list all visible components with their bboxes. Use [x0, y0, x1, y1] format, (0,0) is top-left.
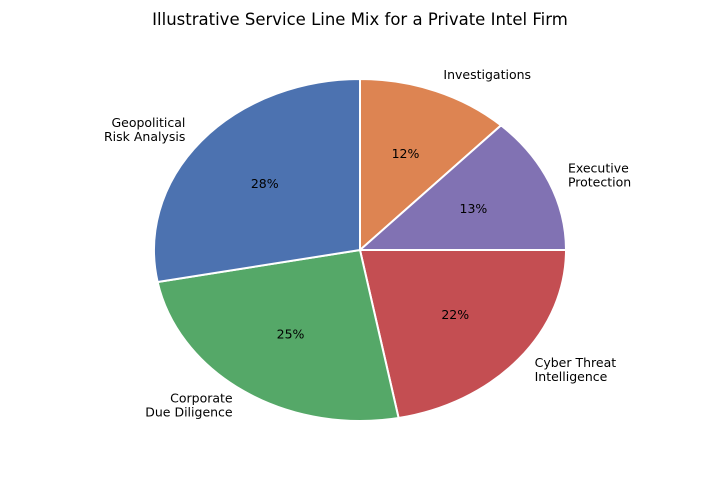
chart-title: Illustrative Service Line Mix for a Priv…	[152, 10, 568, 29]
pct-label-investigations: 12%	[392, 146, 420, 161]
slice-label-executive-protection: Executive Protection	[568, 160, 631, 189]
pie-slice-geopolitical-risk-analysis	[153, 78, 361, 284]
pie-slice-investigations	[359, 78, 503, 251]
pct-label-geopolitical-risk-analysis: 28%	[251, 176, 279, 191]
pie-slice-cyber-threat-intelligence	[359, 249, 567, 419]
slice-label-investigations: Investigations	[443, 67, 531, 82]
pct-label-executive-protection: 13%	[460, 201, 488, 216]
slice-label-geopolitical-risk-analysis: Geopolitical Risk Analysis	[104, 115, 185, 144]
pct-label-cyber-threat-intelligence: 22%	[441, 307, 469, 322]
slice-label-corporate-due-diligence: Corporate Due Diligence	[145, 391, 233, 420]
slice-label-cyber-threat-intelligence: Cyber Threat Intelligence	[535, 355, 617, 384]
pie-slice-executive-protection	[359, 124, 567, 251]
pie-slice-corporate-due-diligence	[156, 249, 400, 422]
pct-label-corporate-due-diligence: 25%	[277, 326, 305, 341]
